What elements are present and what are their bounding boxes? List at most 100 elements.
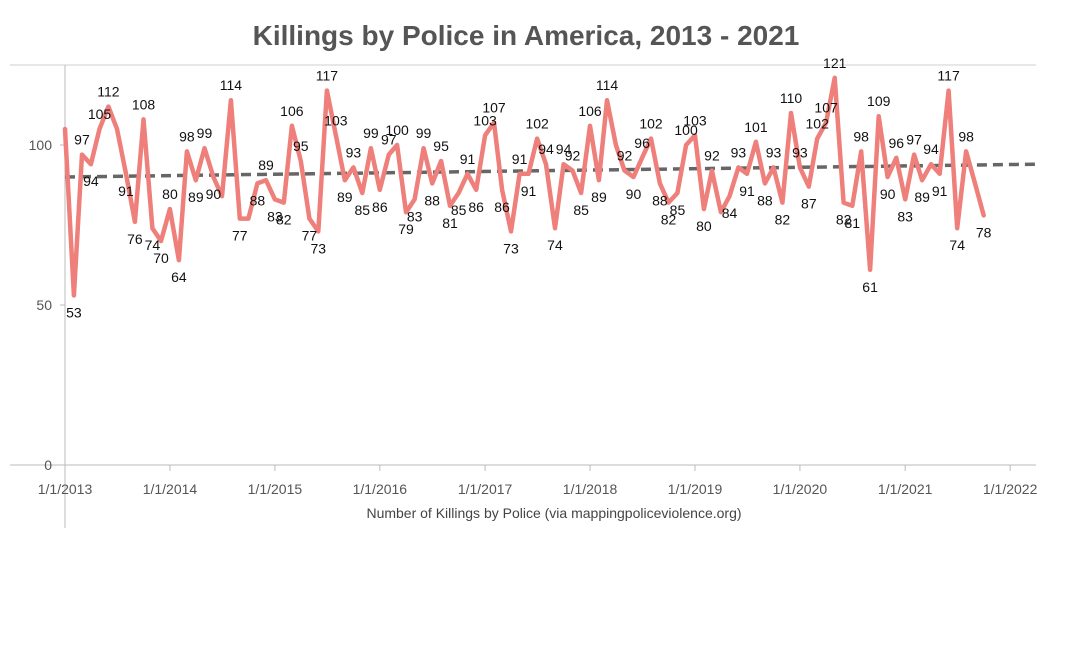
data-label: 98 [853, 128, 869, 144]
data-label: 103 [683, 112, 707, 128]
data-label: 98 [958, 128, 974, 144]
data-label: 91 [521, 183, 537, 199]
data-label: 74 [145, 237, 161, 253]
data-label: 100 [385, 122, 409, 138]
data-label: 117 [316, 68, 339, 84]
data-label: 91 [460, 151, 476, 167]
data-label: 87 [801, 196, 817, 212]
data-label: 98 [179, 128, 195, 144]
data-label: 53 [66, 304, 82, 320]
data-label: 61 [862, 279, 878, 295]
data-label: 101 [744, 119, 768, 135]
data-label: 105 [88, 106, 112, 122]
data-label: 88 [652, 192, 668, 208]
data-label: 90 [626, 186, 642, 202]
data-label: 91 [932, 183, 948, 199]
data-label: 88 [424, 192, 440, 208]
data-label: 85 [355, 202, 371, 218]
data-label: 74 [547, 237, 563, 253]
x-tick-label: 1/1/2017 [458, 481, 513, 497]
data-label: 95 [433, 138, 449, 154]
data-label: 106 [578, 103, 602, 119]
data-label: 96 [888, 135, 904, 151]
series-line [62, 75, 986, 298]
data-label: 89 [337, 189, 353, 205]
data-label: 86 [494, 199, 510, 215]
x-tick-label: 1/1/2021 [878, 481, 933, 497]
data-label: 86 [468, 199, 484, 215]
data-label: 100 [674, 122, 698, 138]
data-label: 99 [416, 125, 432, 141]
x-axis-title: Number of Killings by Police (via mappin… [366, 505, 741, 521]
data-label: 114 [220, 77, 243, 93]
data-label: 102 [639, 116, 663, 132]
data-label: 73 [311, 240, 327, 256]
data-label: 97 [74, 132, 90, 148]
data-label: 99 [363, 125, 379, 141]
y-tick-label: 50 [36, 297, 52, 313]
data-label: 91 [739, 183, 755, 199]
data-label: 82 [836, 212, 852, 228]
data-label: 89 [914, 189, 930, 205]
x-tick-label: 1/1/2014 [143, 481, 198, 497]
x-tick-label: 1/1/2015 [248, 481, 303, 497]
x-tick-label: 1/1/2022 [983, 481, 1038, 497]
data-label: 94 [556, 141, 572, 157]
data-label: 85 [573, 202, 589, 218]
data-label: 121 [823, 55, 847, 71]
data-label: 102 [525, 116, 549, 132]
data-label: 64 [171, 269, 187, 285]
data-label: 77 [302, 228, 318, 244]
data-label: 82 [661, 212, 677, 228]
data-label: 92 [617, 148, 633, 164]
data-label: 92 [704, 148, 720, 164]
data-label: 85 [670, 202, 686, 218]
data-label: 80 [162, 186, 178, 202]
x-tick-label: 1/1/2016 [353, 481, 408, 497]
data-label: 83 [267, 208, 283, 224]
data-label: 89 [258, 157, 274, 173]
x-tick-label: 1/1/2013 [38, 481, 93, 497]
data-label: 80 [696, 218, 712, 234]
data-label: 76 [127, 231, 143, 247]
data-label: 93 [346, 144, 362, 160]
data-label: 70 [153, 250, 169, 266]
data-label: 84 [722, 205, 738, 221]
data-label: 73 [503, 240, 519, 256]
data-label: 77 [232, 228, 248, 244]
chart-title: Killings by Police in America, 2013 - 20… [252, 20, 800, 51]
data-label: 94 [83, 173, 99, 189]
data-label: 81 [442, 215, 458, 231]
data-label: 82 [775, 212, 791, 228]
data-label: 83 [897, 208, 913, 224]
data-label: 83 [407, 208, 423, 224]
data-label: 97 [906, 132, 922, 148]
data-label: 93 [766, 144, 782, 160]
data-label: 109 [867, 93, 891, 109]
data-label: 95 [293, 138, 309, 154]
data-label: 92 [565, 148, 581, 164]
data-label: 107 [814, 100, 838, 116]
data-label: 112 [97, 84, 120, 100]
data-label: 107 [482, 100, 506, 116]
x-tick-label: 1/1/2020 [773, 481, 828, 497]
data-label: 79 [398, 221, 414, 237]
data-label: 108 [132, 96, 156, 112]
data-label: 94 [923, 141, 939, 157]
data-label: 96 [634, 135, 650, 151]
data-label: 106 [280, 103, 304, 119]
data-label: 88 [757, 192, 773, 208]
data-label: 89 [188, 189, 204, 205]
data-label: 117 [937, 68, 960, 84]
data-label: 81 [844, 215, 860, 231]
data-label: 94 [538, 141, 554, 157]
data-label: 99 [197, 125, 213, 141]
data-label: 85 [451, 202, 467, 218]
data-label: 88 [250, 192, 266, 208]
data-label: 91 [512, 151, 528, 167]
data-label: 90 [880, 186, 896, 202]
data-label: 93 [731, 144, 747, 160]
data-label: 114 [596, 77, 619, 93]
data-label: 74 [949, 237, 965, 253]
